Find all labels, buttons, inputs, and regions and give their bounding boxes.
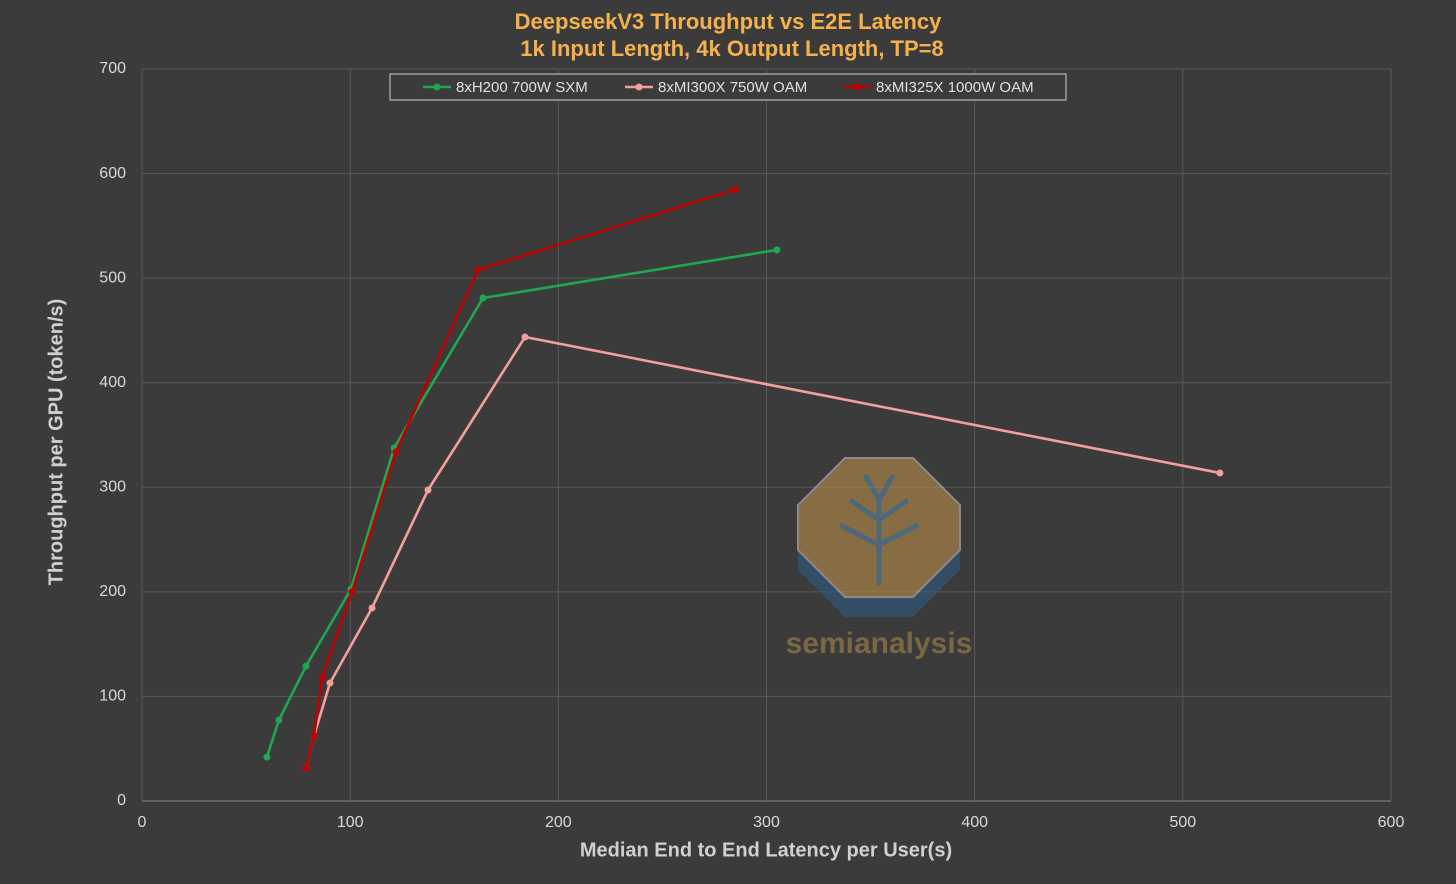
y-tick-label: 200 (99, 583, 126, 600)
logo-tree (838, 473, 920, 585)
y-tick-label: 400 (99, 374, 126, 391)
y-axis-title: Throughput per GPU (token/s) (45, 299, 67, 586)
legend-label: 8xH200 700W SXM (456, 79, 588, 96)
legend-label: 8xMI325X 1000W OAM (876, 79, 1034, 96)
data-point (318, 674, 326, 682)
legend-label: 8xMI300X 750W OAM (658, 79, 807, 96)
legend-marker (635, 83, 643, 91)
legend-box (389, 73, 1067, 101)
data-point (302, 662, 310, 670)
y-tick-label: 300 (99, 479, 126, 496)
x-axis-title: Median End to End Latency per User(s) (580, 839, 952, 861)
chart-title: DeepseekV3 Throughput vs E2E Latency (515, 9, 942, 34)
chart-subtitle: 1k Input Length, 4k Output Length, TP=8 (520, 36, 944, 61)
data-point (368, 604, 376, 612)
watermark: semianalysis (786, 457, 973, 660)
x-tick-label: 0 (138, 814, 147, 831)
data-point (1216, 469, 1224, 477)
x-tick-label: 500 (1169, 814, 1196, 831)
y-tick-label: 500 (99, 269, 126, 286)
data-point (310, 732, 318, 740)
x-tick-label: 300 (753, 814, 780, 831)
x-tick-label: 400 (961, 814, 988, 831)
data-point (731, 186, 739, 194)
data-point (302, 764, 310, 772)
watermark-text: semianalysis (786, 627, 973, 660)
grid: 0 100 200 300 400 500 600 700 0 100 200 300 400 500 60… (99, 60, 1404, 831)
plot-area (263, 186, 1224, 772)
y-tick-label: 0 (117, 792, 126, 809)
x-tick-label: 100 (337, 814, 364, 831)
y-tick-label: 600 (99, 165, 126, 182)
data-point (479, 294, 487, 302)
data-point (326, 679, 334, 687)
data-point (348, 588, 356, 596)
y-tick-label: 100 (99, 688, 126, 705)
x-tick-label: 200 (545, 814, 572, 831)
data-point (521, 333, 529, 341)
data-point (424, 486, 432, 494)
legend: 8xH200 700W SXM 8xMI300X 750W OAM 8xMI325X… (389, 73, 1067, 101)
x-tick-label: 600 (1378, 814, 1405, 831)
legend-marker (433, 83, 441, 91)
data-point (474, 266, 482, 274)
data-point (263, 753, 271, 761)
data-point (773, 246, 781, 254)
data-point (275, 716, 283, 724)
y-tick-label: 700 (99, 60, 126, 77)
legend-marker (853, 83, 861, 91)
data-point (392, 448, 400, 456)
